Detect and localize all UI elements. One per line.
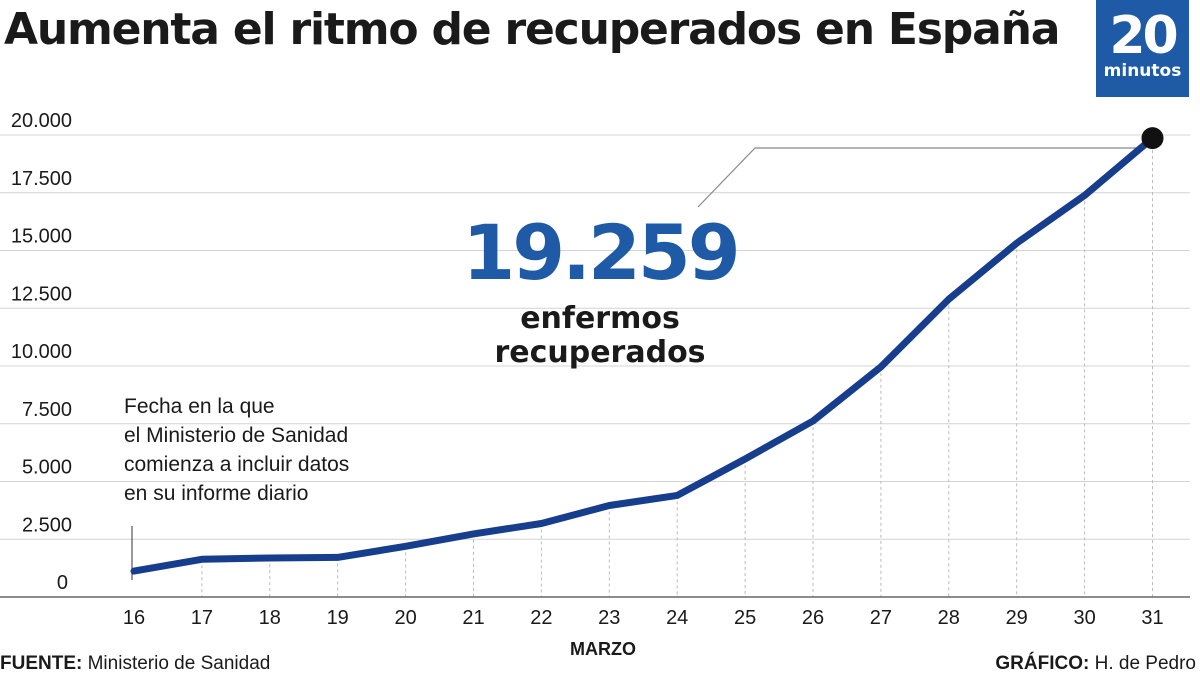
data-point xyxy=(402,543,409,550)
credit-label: GRÁFICO: xyxy=(995,653,1090,674)
source-note: FUENTE: Ministerio de Sanidad xyxy=(0,653,270,675)
annotation-line1: Fecha en la que xyxy=(124,395,275,418)
publisher-logo: 20 minutos xyxy=(1096,0,1189,97)
data-point xyxy=(742,456,749,463)
y-tick-label: 0 xyxy=(57,572,68,594)
data-point xyxy=(538,520,545,527)
x-tick-label: 17 xyxy=(191,607,213,629)
grid-lines xyxy=(0,134,1190,540)
y-tick-label: 12.500 xyxy=(11,283,72,305)
y-tick-label: 5.000 xyxy=(22,457,72,479)
highlight-connector xyxy=(697,147,1145,208)
x-tick-label: 25 xyxy=(734,607,756,629)
x-tick-label: 23 xyxy=(598,607,620,629)
annotation-line4: en su informe diario xyxy=(124,482,309,505)
highlight-label: enfermos recuperados xyxy=(440,302,760,370)
x-tick-label: 18 xyxy=(259,607,281,629)
x-tick-label: 26 xyxy=(802,607,824,629)
data-point xyxy=(1013,240,1020,247)
x-tick-label: 31 xyxy=(1141,607,1163,629)
data-point xyxy=(470,530,477,537)
x-tick-label: 19 xyxy=(327,607,349,629)
highlight-label-line2: recuperados xyxy=(494,335,706,370)
x-tick-label: 30 xyxy=(1073,607,1095,629)
credit-note: GRÁFICO: H. de Pedro xyxy=(995,653,1196,675)
data-point xyxy=(1081,192,1088,199)
y-tick-label: 15.000 xyxy=(11,226,72,248)
x-tick-label: 22 xyxy=(530,607,552,629)
highlight-label-line1: enfermos xyxy=(520,301,680,336)
source-label: FUENTE: xyxy=(0,653,83,674)
data-point xyxy=(674,492,681,499)
source-value: Ministerio de Sanidad xyxy=(87,653,271,674)
data-point xyxy=(810,417,816,424)
annotation-line2: el Ministerio de Sanidad xyxy=(124,424,349,447)
y-tick-label: 10.000 xyxy=(11,341,72,363)
x-tick-label: 24 xyxy=(666,607,688,629)
logo-word: minutos xyxy=(1103,61,1182,81)
data-point xyxy=(266,555,273,562)
x-tick-label: 27 xyxy=(870,607,892,629)
y-axis-ticks: 0 2.500 5.000 7.500 10.000 12.500 15.000 17.500… xyxy=(11,110,72,594)
data-point xyxy=(198,556,205,563)
x-axis-ticks: 16 17 18 19 20 21 22 23 24 25 26 27 28 29 30 31 xyxy=(123,607,1164,629)
y-tick-label: 7.500 xyxy=(22,399,72,421)
data-point xyxy=(131,568,137,575)
y-tick-label: 20.000 xyxy=(11,110,72,132)
highlight-value: 19.259 xyxy=(462,208,740,297)
data-point xyxy=(606,502,613,509)
logo-number: 20 xyxy=(1109,6,1178,66)
x-tick-label: 21 xyxy=(462,607,484,629)
chart-title: Aumenta el ritmo de recuperados en Españ… xyxy=(4,4,1060,55)
data-point xyxy=(877,363,884,370)
annotation-line3: comienza a incluir datos xyxy=(124,453,350,476)
x-tick-label: 20 xyxy=(394,607,416,629)
end-point-marker xyxy=(1141,127,1164,150)
vertical-guide-lines xyxy=(201,138,1153,597)
x-tick-label: 29 xyxy=(1006,607,1028,629)
series-line-recuperados xyxy=(130,134,1156,575)
y-tick-label: 2.500 xyxy=(22,514,72,536)
x-axis-label: MARZO xyxy=(570,639,636,659)
data-point xyxy=(945,296,952,303)
data-point xyxy=(334,554,341,561)
x-tick-label: 16 xyxy=(123,607,145,629)
credit-value: H. de Pedro xyxy=(1094,653,1196,674)
x-tick-label: 28 xyxy=(938,607,960,629)
y-tick-label: 17.500 xyxy=(11,168,72,190)
start-annotation: Fecha en la que el Ministerio de Sanidad… xyxy=(124,392,414,508)
